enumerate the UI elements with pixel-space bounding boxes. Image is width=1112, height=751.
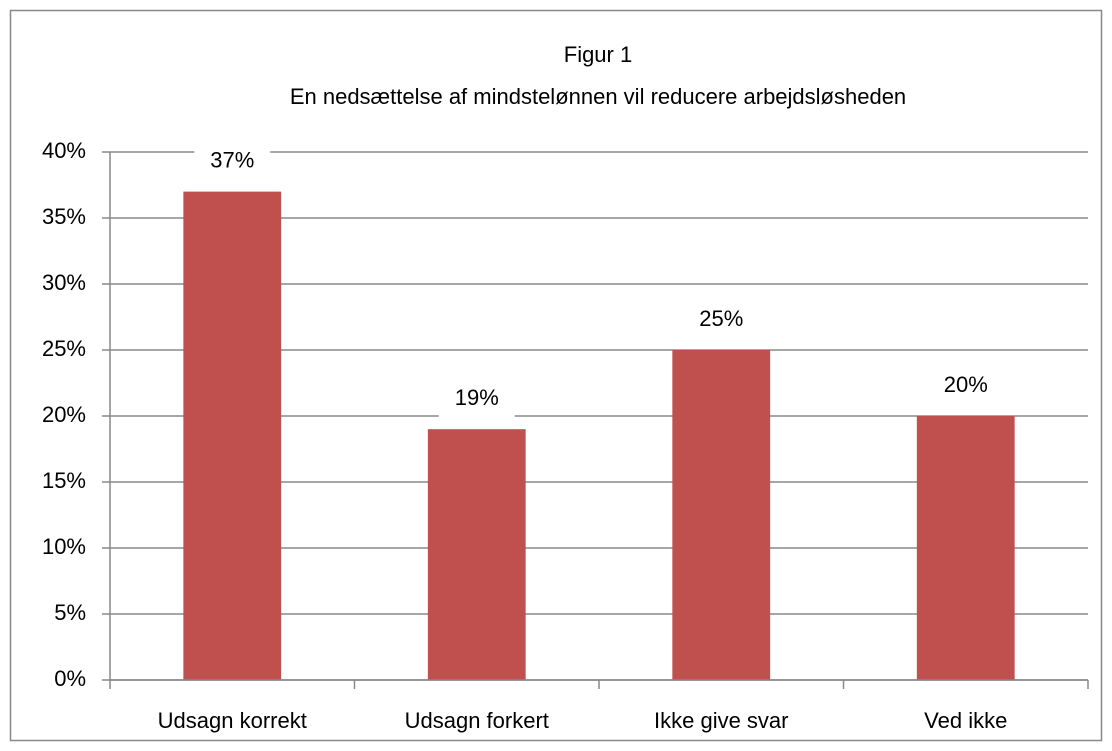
y-tick-label: 10%	[42, 534, 86, 559]
x-tick-label: Udsagn korrekt	[158, 708, 307, 733]
data-label-bg	[683, 302, 760, 338]
x-tick-label: Ved ikke	[924, 708, 1007, 733]
data-label: 19%	[455, 385, 499, 410]
y-tick-label: 35%	[42, 204, 86, 229]
x-tick-label: Udsagn forkert	[405, 708, 549, 733]
y-tick-label: 40%	[42, 138, 86, 163]
data-label-bg	[194, 143, 271, 180]
y-tick-label: 25%	[42, 336, 86, 361]
data-label: 20%	[944, 372, 988, 397]
chart-title: Figur 1	[564, 42, 632, 67]
y-tick-label: 20%	[42, 402, 86, 427]
data-label: 37%	[210, 147, 254, 172]
y-tick-label: 0%	[54, 666, 86, 691]
y-tick-label: 5%	[54, 600, 86, 625]
x-tick-label: Ikke give svar	[654, 708, 789, 733]
chart-subtitle: En nedsættelse af mindstelønnen vil redu…	[290, 84, 906, 109]
data-label: 25%	[699, 306, 743, 331]
data-label-bg	[927, 368, 1004, 404]
y-tick-label: 15%	[42, 468, 86, 493]
bar	[427, 429, 526, 680]
bar	[672, 350, 771, 680]
data-label-bg	[438, 381, 515, 418]
y-tick-label: 30%	[42, 270, 86, 295]
bar	[183, 191, 282, 680]
bar	[916, 416, 1015, 680]
